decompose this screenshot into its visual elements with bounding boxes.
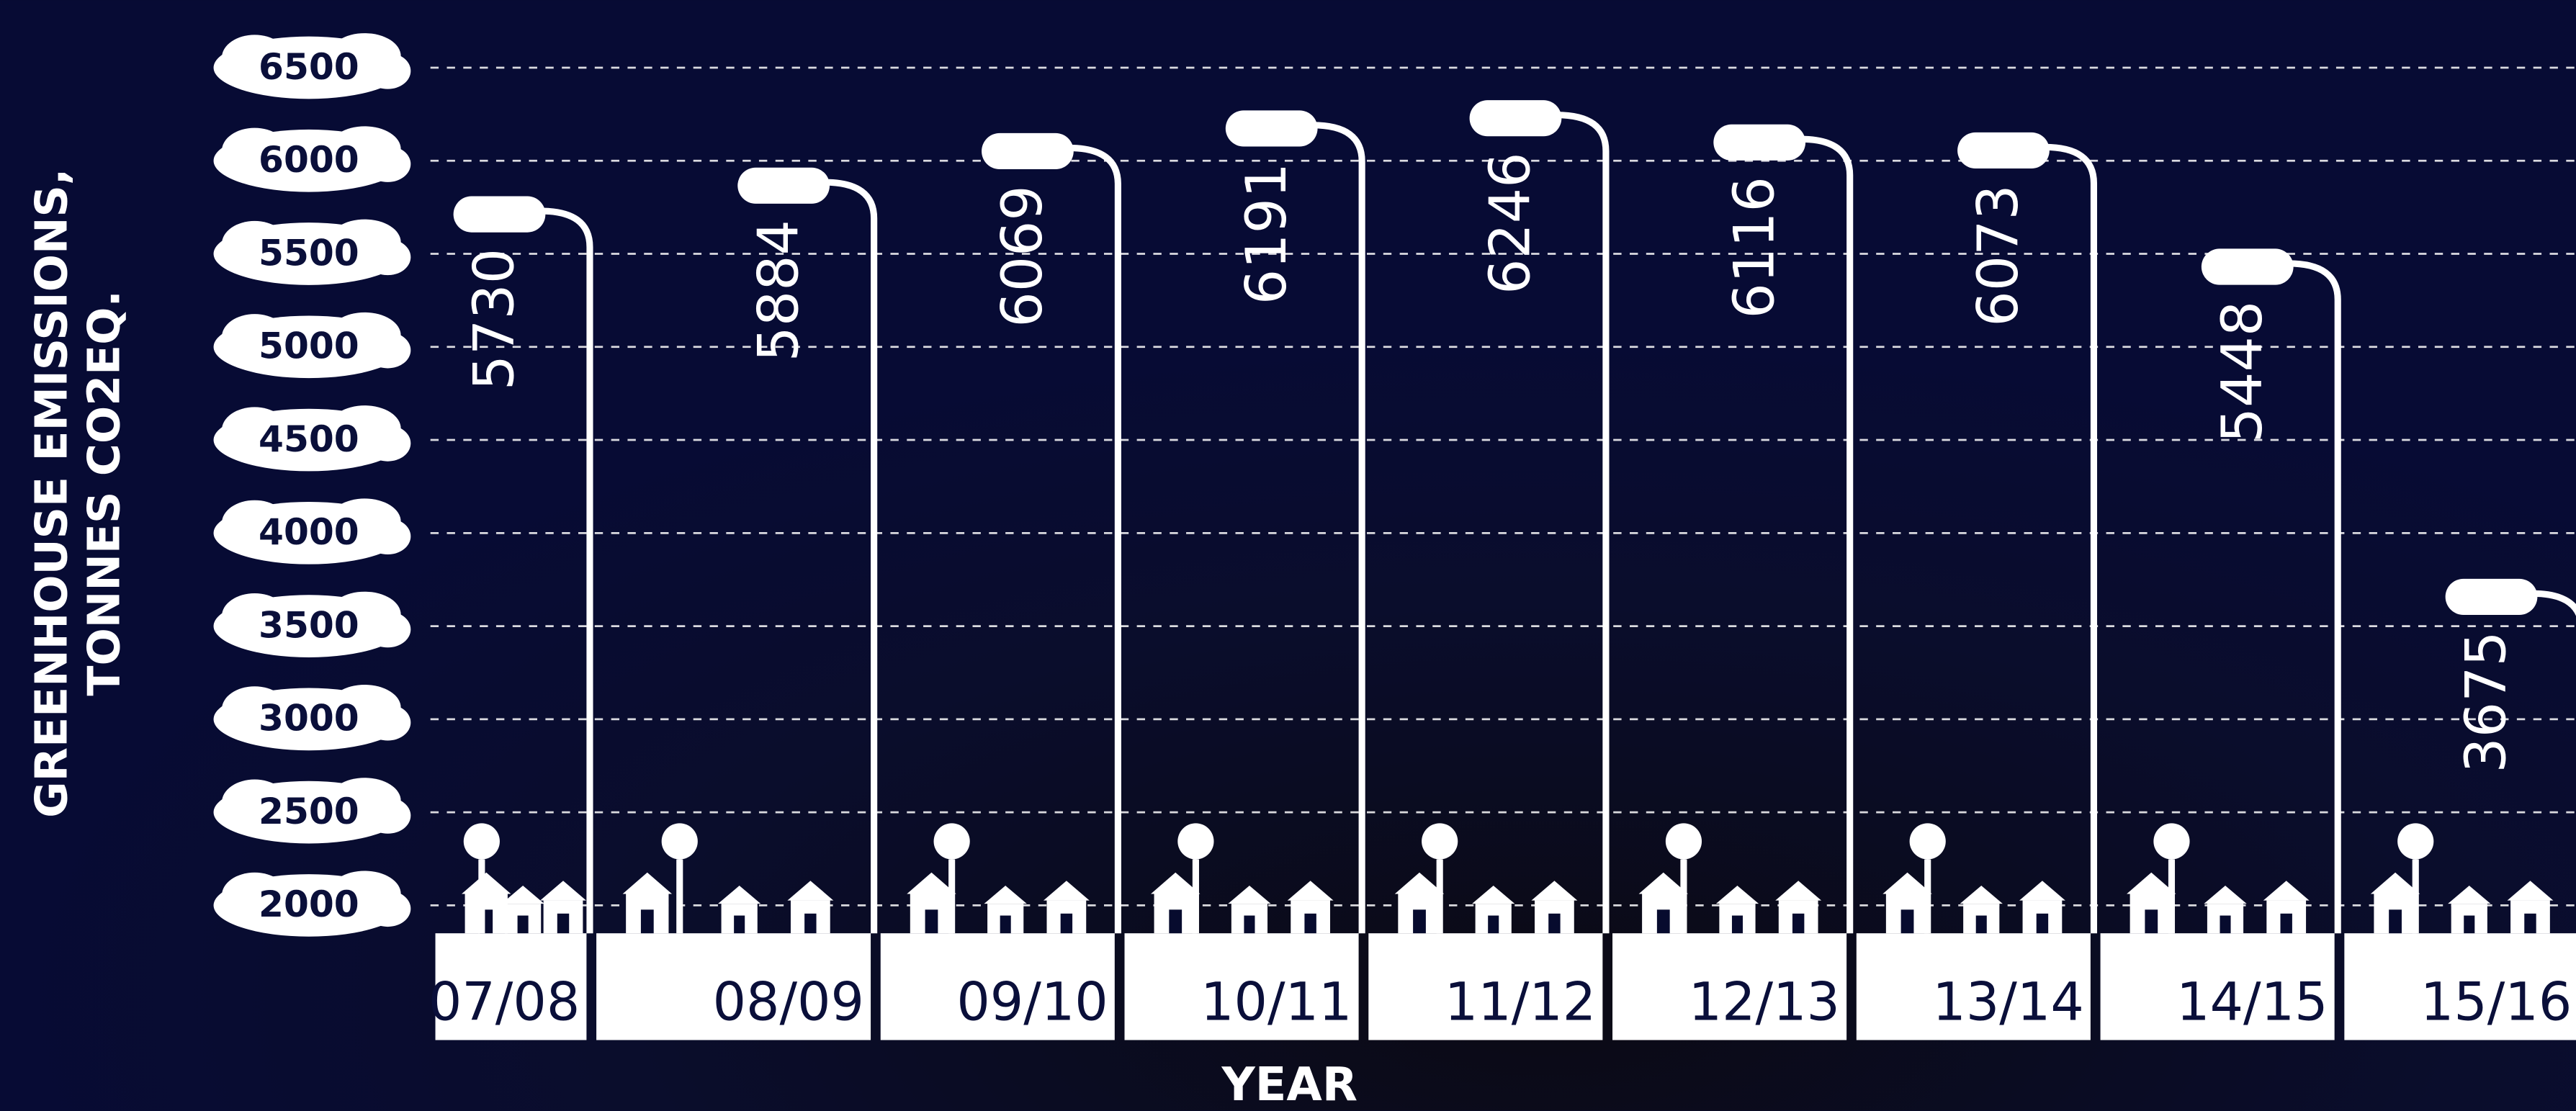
- x-tick-label: 07/08: [428, 972, 580, 1033]
- house-door: [2389, 909, 2402, 933]
- house-door: [1901, 909, 1914, 933]
- lamp-head: [1470, 100, 1562, 136]
- house-door: [2280, 914, 2292, 933]
- lamp-head: [982, 133, 1074, 169]
- tree-crown: [934, 823, 970, 859]
- cloud-puff: [364, 891, 410, 927]
- value-label: 3675: [2454, 631, 2519, 773]
- chart: GREENHOUSE EMISSIONS, TONNES CO2EQ. YEAR…: [0, 0, 2576, 1111]
- value-label: 6116: [1722, 176, 1787, 318]
- x-tick-label: 12/13: [1689, 972, 1840, 1033]
- tree-trunk: [2168, 860, 2175, 934]
- cloud-puff: [364, 611, 410, 647]
- value-label: 5884: [746, 220, 811, 361]
- lamp-head: [1957, 132, 2050, 168]
- y-axis-title-line: TONNES CO2EQ.: [78, 290, 130, 696]
- tree-crown: [662, 823, 698, 859]
- value-label: 6191: [1234, 163, 1299, 305]
- y-axis-title-line: GREENHOUSE EMISSIONS,: [25, 168, 77, 818]
- cloud-puff: [364, 332, 410, 368]
- tree-trunk: [676, 860, 683, 934]
- cloud-puff: [364, 704, 410, 740]
- tree-trunk: [1437, 860, 1443, 934]
- y-tick-label: 4500: [259, 418, 359, 460]
- x-tick-label: 14/15: [2176, 972, 2328, 1033]
- lamp-head: [454, 197, 546, 233]
- house-door: [1976, 916, 1987, 934]
- x-tick-label: 08/09: [713, 972, 864, 1033]
- house-door: [734, 916, 745, 934]
- y-tick-label: 4000: [259, 510, 359, 553]
- tree-crown: [2153, 823, 2189, 859]
- house-door: [1413, 909, 1426, 933]
- lamp-head: [1226, 110, 1318, 146]
- tree-trunk: [1680, 860, 1687, 934]
- x-axis-title: YEAR: [1221, 1058, 1357, 1111]
- tree-crown: [1422, 823, 1458, 859]
- x-tick-label: 09/10: [956, 972, 1108, 1033]
- x-tick-label: 10/11: [1201, 972, 1352, 1033]
- tree-crown: [1910, 823, 1946, 859]
- house-door: [1792, 914, 1804, 933]
- house-door: [1061, 914, 1072, 933]
- tree-crown: [464, 823, 500, 859]
- cloud-puff: [364, 146, 410, 182]
- tree-crown: [2397, 823, 2433, 859]
- house-door: [2220, 916, 2230, 934]
- y-tick-label: 5500: [259, 231, 359, 274]
- house-door: [518, 916, 529, 934]
- x-tick-label: 13/14: [1932, 972, 2083, 1033]
- tree-crown: [1177, 823, 1213, 859]
- value-label: 5448: [2210, 301, 2275, 443]
- house-door: [1244, 916, 1255, 934]
- lamp-head: [2446, 579, 2538, 615]
- tree-trunk: [1193, 860, 1199, 934]
- house-door: [925, 909, 938, 933]
- tree-trunk: [1924, 860, 1931, 934]
- house-door: [641, 909, 654, 933]
- y-tick-label: 5000: [259, 325, 359, 367]
- value-label: 6246: [1478, 153, 1543, 294]
- y-tick-label: 2500: [259, 790, 359, 832]
- lamp-head: [2202, 248, 2294, 284]
- house-door: [2145, 909, 2158, 933]
- tree-trunk: [478, 860, 485, 934]
- house-door: [2037, 914, 2048, 933]
- cloud-puff: [364, 518, 410, 554]
- house-door: [1000, 916, 1011, 934]
- page: GREENHOUSE EMISSIONS, TONNES CO2EQ. YEAR…: [0, 0, 2576, 1111]
- y-tick-label: 3000: [259, 697, 359, 739]
- lamp-head: [737, 168, 830, 204]
- house-door: [2464, 916, 2474, 934]
- house-door: [1488, 916, 1499, 934]
- house-door: [1548, 914, 1560, 933]
- x-tick-label: 11/12: [1445, 972, 1596, 1033]
- cloud-puff: [364, 426, 410, 462]
- cloud-puff: [364, 239, 410, 275]
- tree-trunk: [948, 860, 955, 934]
- value-label: 6069: [990, 185, 1055, 327]
- house-door: [1657, 909, 1670, 933]
- lamp-head: [1713, 125, 1805, 161]
- house-door: [804, 914, 816, 933]
- y-tick-label: 6000: [259, 138, 359, 181]
- cloud-puff: [364, 53, 410, 89]
- y-tick-label: 2000: [259, 883, 359, 925]
- y-tick-label: 3500: [259, 603, 359, 646]
- house-door: [1732, 916, 1743, 934]
- house-door: [557, 914, 569, 933]
- tree-crown: [1666, 823, 1702, 859]
- value-label: 5730: [462, 248, 527, 390]
- house-door: [2524, 914, 2536, 933]
- tree-trunk: [2413, 860, 2419, 934]
- x-tick-label: 15/16: [2420, 972, 2572, 1033]
- house-door: [1169, 909, 1182, 933]
- y-tick-label: 6500: [259, 45, 359, 88]
- cloud-puff: [364, 798, 410, 834]
- house-door: [1304, 914, 1316, 933]
- value-label: 6073: [1966, 184, 2031, 326]
